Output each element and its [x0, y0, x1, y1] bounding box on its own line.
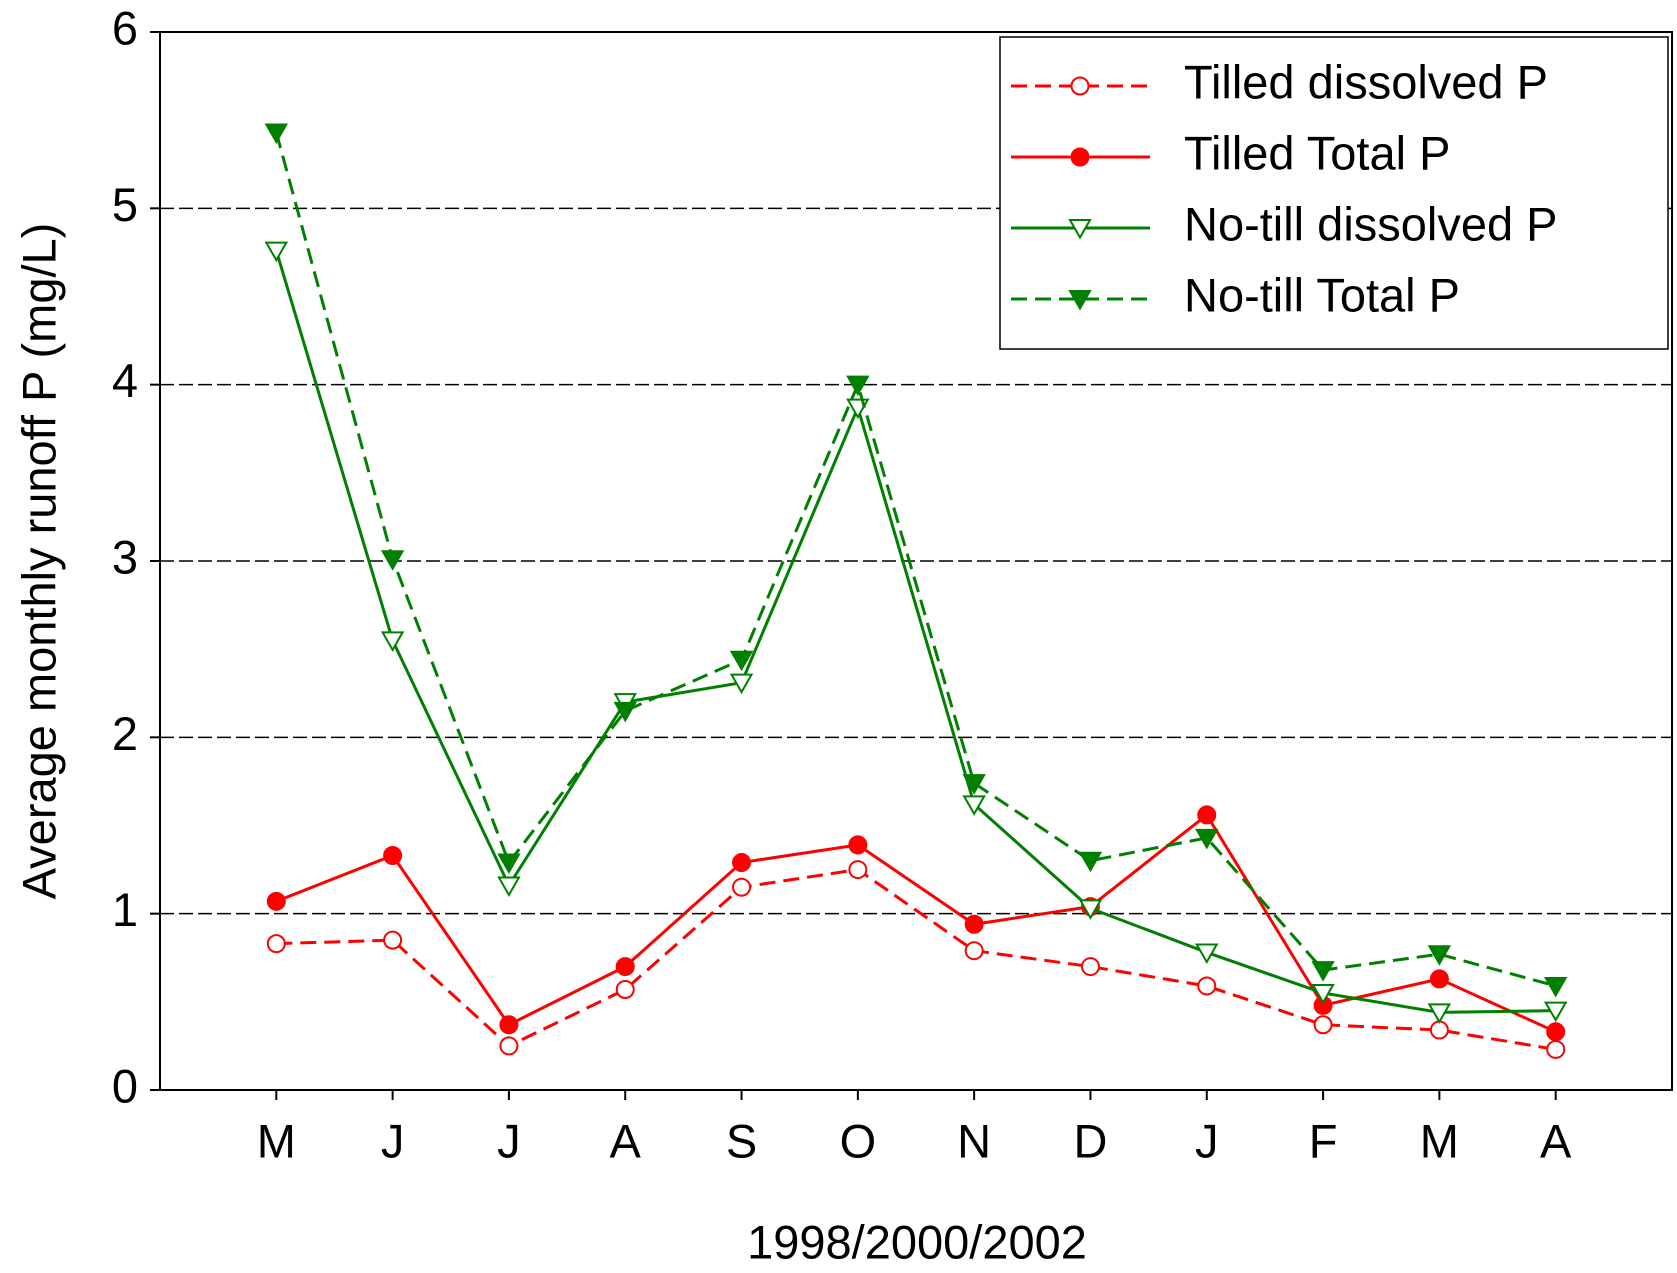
marker	[1078, 899, 1103, 920]
marker	[264, 123, 289, 145]
x-tick-label: J	[1195, 1114, 1219, 1167]
marker	[962, 795, 986, 816]
legend-box	[999, 36, 1669, 350]
x-tick-label: J	[497, 1114, 521, 1167]
marker	[729, 650, 754, 672]
legend-label: No-till Total P	[1184, 268, 1460, 321]
marker	[497, 876, 521, 897]
marker	[1080, 957, 1100, 977]
y-axis-label: Average monthly runoff P (mg/L)	[12, 223, 65, 900]
series	[266, 805, 1566, 1042]
marker	[1429, 969, 1449, 989]
x-axis-label: 1998/2000/2002	[747, 1215, 1087, 1268]
marker	[615, 979, 635, 999]
marker	[1546, 1039, 1566, 1059]
marker	[848, 835, 868, 855]
legend: Tilled dissolved P Tilled Total P No-till …	[999, 36, 1669, 350]
series-line	[276, 868, 1556, 1051]
marker	[1427, 1003, 1452, 1024]
marker	[1429, 1020, 1449, 1040]
marker	[613, 701, 637, 723]
marker	[964, 941, 984, 961]
y-tick-label: 2	[112, 707, 138, 760]
marker	[380, 631, 405, 652]
y-tick-label: 6	[112, 1, 138, 54]
x-tick-label: O	[840, 1114, 877, 1167]
marker	[1197, 805, 1217, 825]
marker	[1311, 984, 1335, 1005]
marker	[848, 860, 868, 880]
marker	[1311, 961, 1335, 982]
marker	[499, 1015, 519, 1035]
marker	[497, 853, 521, 875]
x-tick-label: A	[610, 1114, 642, 1167]
marker	[266, 934, 286, 954]
marker	[615, 957, 635, 977]
y-tick-label: 1	[112, 883, 138, 936]
marker	[266, 891, 286, 911]
series-line	[274, 250, 1556, 1014]
y-tick-label: 0	[112, 1059, 138, 1112]
plot-frame	[159, 31, 1673, 1091]
marker	[729, 673, 754, 695]
marker	[1068, 219, 1092, 240]
x-tick-label: S	[726, 1114, 757, 1167]
marker	[1543, 976, 1568, 998]
marker	[846, 398, 870, 420]
series-line	[275, 812, 1557, 1034]
marker	[380, 550, 405, 571]
series-line	[274, 132, 1557, 988]
marker	[1068, 290, 1092, 311]
x-tick-label: F	[1309, 1114, 1338, 1167]
marker	[962, 774, 986, 795]
marker	[1070, 147, 1090, 167]
marker	[732, 853, 752, 873]
marker	[1546, 1022, 1566, 1042]
marker	[1543, 1001, 1568, 1023]
marker	[1195, 943, 1219, 964]
marker	[264, 241, 289, 263]
y-tick-label: 5	[112, 178, 138, 231]
series	[264, 123, 1568, 998]
x-tick-label: J	[381, 1114, 405, 1167]
x-tick-label: D	[1073, 1114, 1107, 1167]
x-tick-label: M	[257, 1114, 296, 1167]
legend-label: Tilled Total P	[1184, 126, 1450, 179]
marker	[1070, 76, 1090, 96]
marker	[1427, 945, 1452, 966]
marker	[1195, 828, 1219, 850]
marker	[1313, 1015, 1333, 1035]
marker	[383, 845, 403, 865]
legend-label: No-till dissolved P	[1184, 197, 1558, 250]
marker	[732, 877, 752, 897]
marker	[964, 914, 984, 934]
series	[264, 241, 1568, 1024]
x-tick-label: M	[1420, 1114, 1459, 1167]
marker	[1197, 976, 1217, 996]
y-tick-label: 4	[112, 354, 138, 407]
marker	[1078, 851, 1103, 873]
legend-label: Tilled dissolved P	[1184, 55, 1548, 108]
marker	[846, 375, 870, 397]
x-tick-label: N	[957, 1114, 991, 1167]
marker	[383, 930, 403, 950]
y-tick-label: 3	[112, 530, 138, 583]
x-tick-label: A	[1540, 1114, 1572, 1167]
series	[266, 860, 1566, 1059]
marker	[499, 1036, 519, 1056]
